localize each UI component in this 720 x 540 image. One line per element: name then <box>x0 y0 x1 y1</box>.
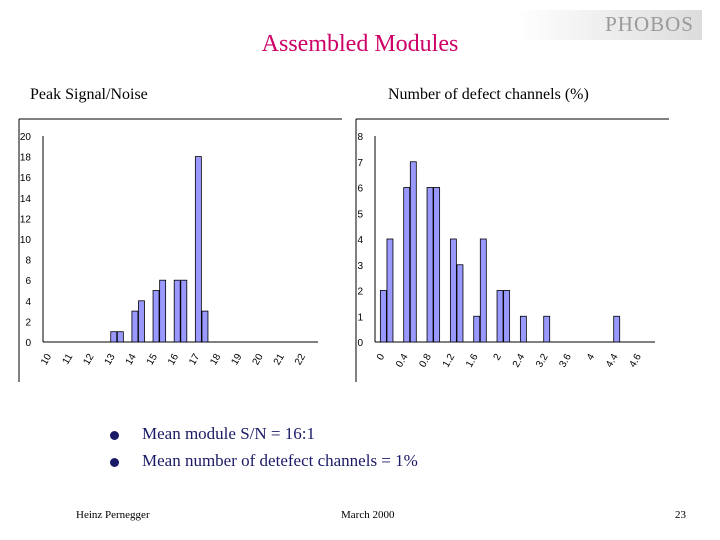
x-tick-label: 0 <box>375 352 388 363</box>
bullet-dot-icon <box>110 458 119 467</box>
y-tick-label: 2 <box>25 317 31 328</box>
x-tick-label: 0.4 <box>394 352 411 370</box>
y-tick-label: 6 <box>25 276 31 287</box>
y-tick-label: 14 <box>20 194 32 205</box>
bar-series1 <box>543 315 551 343</box>
y-tick-label: 3 <box>357 261 363 272</box>
y-tick-label: 7 <box>357 158 363 169</box>
x-tick-label: 4.4 <box>604 352 621 370</box>
bar-series1 <box>426 187 434 343</box>
bar-series2 <box>159 279 167 343</box>
bullet-text: Mean number of detefect channels = 1% <box>142 451 418 470</box>
y-tick-label: 4 <box>25 297 31 308</box>
x-tick-label: 19 <box>229 352 244 368</box>
x-tick-label: 3.2 <box>534 352 551 370</box>
x-tick-label: 18 <box>208 352 223 368</box>
bar-series1 <box>152 290 160 343</box>
x-tick-label: 20 <box>251 352 266 368</box>
bar-series2 <box>433 187 441 343</box>
y-tick-label: 20 <box>20 132 32 143</box>
bullet-dot-icon <box>110 431 119 440</box>
bar-series2 <box>201 310 209 343</box>
x-tick-label: 4 <box>585 352 598 363</box>
x-tick-label: 1.6 <box>464 352 481 370</box>
bar-series2 <box>409 161 417 343</box>
bar-series1 <box>194 156 202 343</box>
x-tick-label: 1.2 <box>441 352 458 370</box>
y-tick-label: 8 <box>25 256 31 267</box>
bar-series1 <box>131 310 139 343</box>
bar-series1 <box>449 238 457 343</box>
footer-date: March 2000 <box>341 509 395 521</box>
x-tick-label: 16 <box>166 352 181 368</box>
bar-series1 <box>110 331 118 343</box>
bar-series1 <box>519 315 527 343</box>
signal-noise-chart: 0 2 4 6 8 10 12 14 16 18 20 10 11 12 13 14 15 16 17 18 19 20 2… <box>18 118 342 382</box>
bar-series2 <box>180 279 188 343</box>
bar-series1 <box>473 315 481 343</box>
y-tick-label: 0 <box>357 338 363 349</box>
x-tick-label: 10 <box>39 352 54 368</box>
y-tick-label: 4 <box>357 235 363 246</box>
right-chart-label: Number of defect channels (%) <box>388 86 589 103</box>
bar-series1 <box>496 290 504 343</box>
bar-series2 <box>116 331 124 343</box>
x-tick-label: 4.6 <box>627 352 644 370</box>
y-tick-label: 2 <box>357 287 363 298</box>
x-tick-label: 0.8 <box>417 352 434 370</box>
y-tick-label: 6 <box>357 184 363 195</box>
left-chart-label: Peak Signal/Noise <box>30 86 148 103</box>
bullet-text: Mean module S/N = 16:1 <box>142 424 315 443</box>
defect-channels-chart: 0 1 2 3 4 5 6 7 8 0 0.4 0.8 1.2 1.6 2 2.4 3.2 3.6 4 4.4 4.6 <box>355 118 669 382</box>
bar-series2 <box>503 290 511 343</box>
logo-text: PHOBOS <box>605 12 694 36</box>
x-tick-label: 22 <box>293 352 308 368</box>
footer-page-number: 23 <box>675 509 686 521</box>
x-tick-label: 13 <box>103 352 118 368</box>
y-tick-label: 18 <box>20 153 32 164</box>
slide-title: Assembled Modules <box>261 31 459 57</box>
bar-series1 <box>613 315 621 343</box>
bar-series1 <box>403 187 411 343</box>
phobos-logo: PHOBOS <box>516 10 702 40</box>
x-tick-label: 12 <box>81 352 96 368</box>
x-tick-label: 11 <box>61 352 76 367</box>
x-tick-label: 21 <box>272 352 287 368</box>
bar-series2 <box>138 300 145 343</box>
footer-author: Heinz Pernegger <box>76 509 150 521</box>
bar-series1 <box>379 290 387 343</box>
x-tick-label: 15 <box>145 352 160 368</box>
bar-series2 <box>479 238 487 343</box>
y-tick-label: 10 <box>20 235 32 246</box>
x-tick-label: 14 <box>124 352 139 368</box>
x-tick-label: 2 <box>492 352 505 363</box>
bar-series2 <box>386 238 394 343</box>
x-tick-label: 17 <box>187 352 202 368</box>
bar-series1 <box>173 279 181 343</box>
x-tick-label: 2.4 <box>511 352 528 370</box>
y-tick-label: 1 <box>357 312 363 323</box>
y-tick-label: 0 <box>25 338 31 349</box>
x-tick-label: 3.6 <box>557 352 574 370</box>
y-tick-label: 5 <box>357 209 363 220</box>
y-tick-label: 12 <box>20 214 32 225</box>
y-tick-label: 8 <box>357 132 363 143</box>
y-tick-label: 16 <box>20 173 32 184</box>
bar-series2 <box>456 264 464 343</box>
